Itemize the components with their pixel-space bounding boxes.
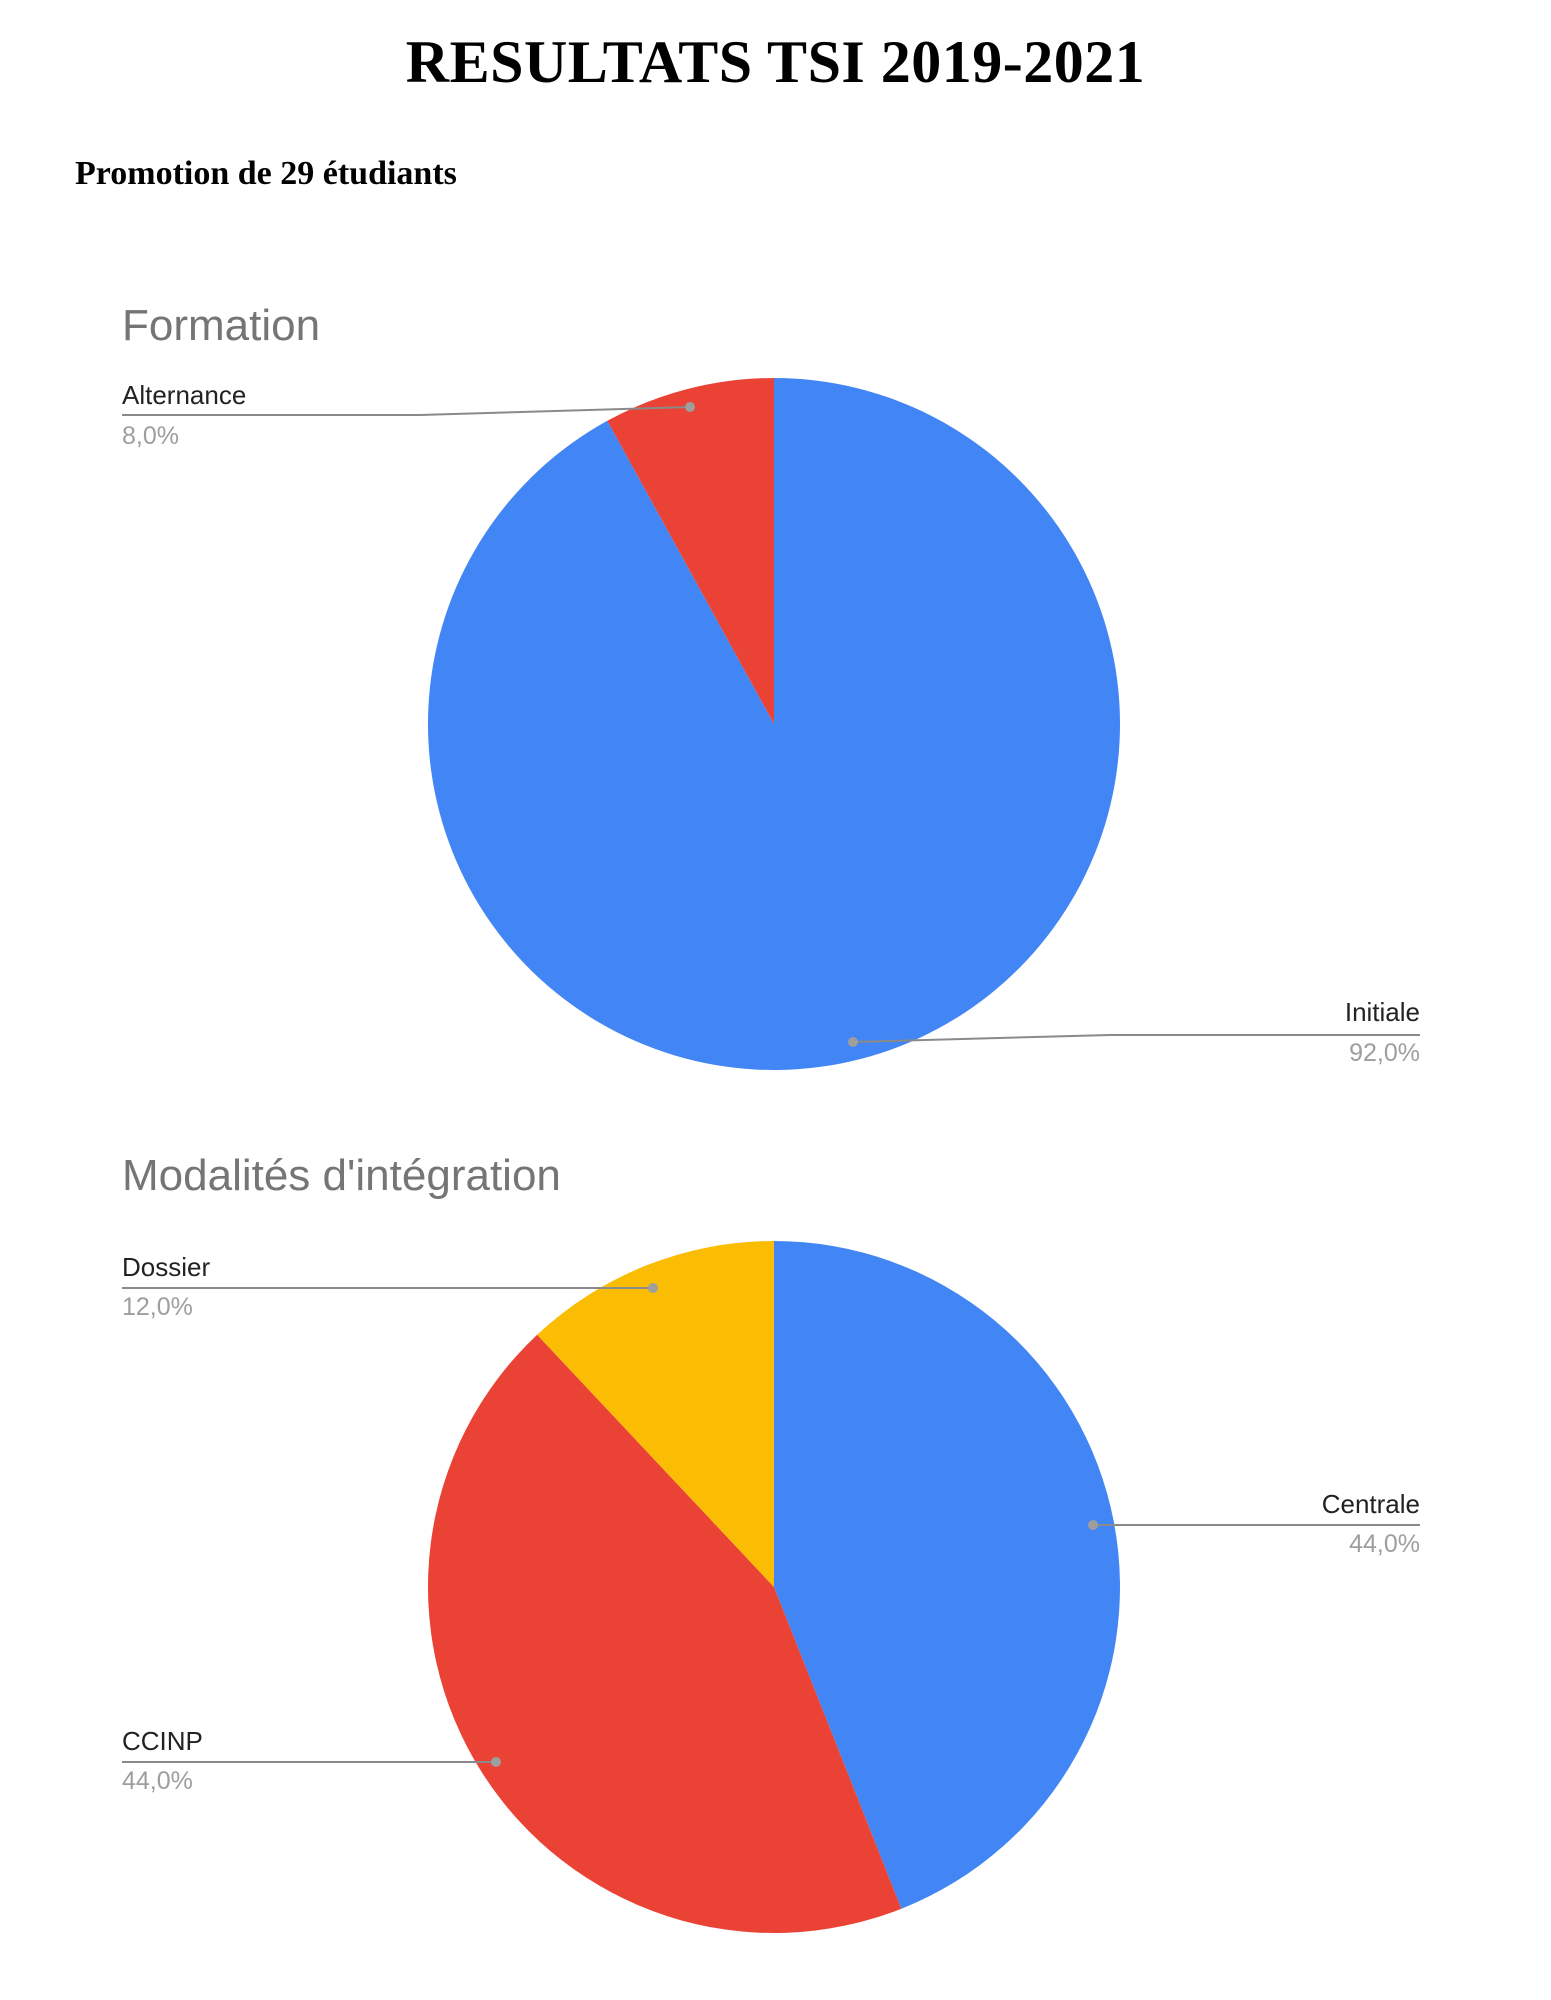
slice-label-group: Alternance 8,0%	[122, 380, 695, 450]
slice-label-group: Dossier 12,0%	[122, 1252, 658, 1321]
integration-pie-chart: Modalités d'intégration Centrale 44,0% C…	[122, 1151, 1420, 1933]
slice-label-group: Centrale 44,0%	[1088, 1489, 1420, 1558]
leader-dot	[491, 1757, 501, 1767]
leader-dot	[648, 1283, 658, 1293]
slice-label: Initiale	[1345, 997, 1420, 1027]
document-title: RESULTATS TSI 2019-2021	[405, 29, 1146, 95]
slice-value: 92,0%	[1349, 1039, 1420, 1067]
formation-pie-chart: Formation Initiale 92,0% Alternance 8,0%	[122, 301, 1420, 1070]
pie-slice-alternance	[607, 378, 774, 724]
pie-slice-ccinp	[428, 1334, 902, 1933]
slice-labels: Initiale 92,0% Alternance 8,0%	[122, 380, 1420, 1067]
chart-title: Modalités d'intégration	[122, 1151, 561, 1200]
slice-value: 44,0%	[1349, 1530, 1420, 1558]
slice-label: Alternance	[122, 380, 246, 410]
leader-line	[852, 1034, 1420, 1043]
leader-dot	[685, 402, 695, 412]
slice-value: 44,0%	[122, 1767, 193, 1795]
slice-label: CCINP	[122, 1726, 203, 1756]
slice-label: Dossier	[122, 1252, 210, 1282]
chart-title: Formation	[122, 301, 320, 350]
pie-slices	[428, 1241, 1120, 1933]
slice-label: Centrale	[1322, 1489, 1420, 1519]
slice-label-group: Initiale 92,0%	[848, 997, 1420, 1067]
document-subtitle: Promotion de 29 étudiants	[75, 155, 457, 192]
leader-line	[122, 406, 691, 416]
pie-slice-dossier	[537, 1241, 774, 1587]
pie-slice-initiale	[427, 378, 1120, 1070]
leader-dot	[1088, 1520, 1098, 1530]
leader-dot	[848, 1037, 858, 1047]
pie-slices	[427, 378, 1120, 1070]
slice-value: 12,0%	[122, 1293, 193, 1321]
slice-label-group: CCINP 44,0%	[122, 1726, 501, 1795]
slice-value: 8,0%	[122, 422, 179, 450]
slice-labels: Centrale 44,0% CCINP 44,0% Dossier 12,0%	[122, 1252, 1420, 1795]
pie-slice-centrale	[774, 1241, 1120, 1909]
